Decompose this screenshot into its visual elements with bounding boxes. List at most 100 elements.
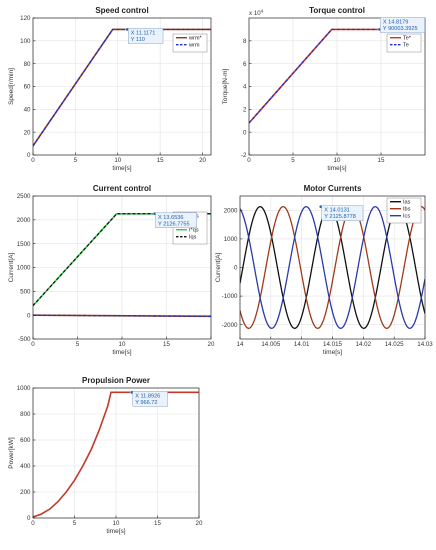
series-line-ids xyxy=(33,314,211,318)
y-tick-label: 0 xyxy=(234,265,238,272)
legend-entry: Ics xyxy=(403,214,410,220)
x-tick-label: 14 xyxy=(237,341,244,348)
y-tick-label: 40 xyxy=(24,106,31,113)
y-tick-label: 2000 xyxy=(17,217,31,224)
y-tick-label: 0 xyxy=(243,129,247,136)
series-line-wrm xyxy=(33,28,211,147)
y-tick-label: 8 xyxy=(243,38,247,45)
series-line-ics xyxy=(240,206,425,329)
y-tick-label: 2 xyxy=(243,106,247,113)
x-tick-label: 5 xyxy=(73,520,77,527)
y-tick-label: -500 xyxy=(18,336,31,343)
y-tick-label: 1000 xyxy=(17,385,31,392)
legend-box xyxy=(386,33,422,53)
x-tick-label: 15 xyxy=(378,157,385,164)
y-tick-label: 1000 xyxy=(17,265,31,272)
data-tip-y: Y 2126.7755 xyxy=(158,221,190,227)
x-axis-label: time[s] xyxy=(327,165,346,172)
legend: wrm*wrm xyxy=(172,33,208,53)
data-tip-x: X 11.8926 xyxy=(135,393,160,399)
x-axis-label: time[s] xyxy=(106,528,125,535)
x-tick-label: 20 xyxy=(208,341,215,348)
chart-3: 0 5 10 15 20-50005001000150020002500Current … xyxy=(8,184,215,356)
y-axis-exponent: x 104 xyxy=(249,9,264,18)
y-axis-label: Current[A] xyxy=(215,252,222,282)
data-tip-x: X 11.1171 xyxy=(131,30,156,36)
chart-title: Propulsion Power xyxy=(82,376,150,385)
y-tick-label: 600 xyxy=(20,437,31,444)
x-tick-label: 0 xyxy=(247,157,251,164)
data-tip-y: Y 110 xyxy=(131,37,145,43)
y-tick-label: -1000 xyxy=(222,293,238,300)
x-tick-label: 20 xyxy=(199,157,206,164)
y-axis-label: Torque[N-m] xyxy=(222,68,229,104)
x-tick-label: 5 xyxy=(76,341,80,348)
y-tick-label: 400 xyxy=(20,463,31,470)
legend-entry: Te* xyxy=(403,36,412,42)
y-tick-label: -2 xyxy=(241,152,247,159)
chart-title: Motor Currents xyxy=(304,184,362,193)
chart-1: 0 5 10 15 20 0 20 40 60 80 100 120 Speed control time… xyxy=(8,6,212,172)
x-tick-label: 0 xyxy=(31,341,35,348)
legend-box xyxy=(172,33,208,53)
y-tick-label: 100 xyxy=(20,38,31,45)
x-tick-label: 14.01 xyxy=(294,341,310,348)
y-tick-label: 4 xyxy=(243,84,247,91)
legend-entry: Ias xyxy=(403,200,411,206)
x-tick-label: 0 xyxy=(31,520,35,527)
x-tick-label: 14.005 xyxy=(261,341,280,348)
series-group xyxy=(33,28,211,147)
data-tip-x: X 14.0131 xyxy=(324,208,350,214)
y-tick-label: 1000 xyxy=(224,236,238,243)
x-tick-label: 5 xyxy=(291,157,295,164)
data-tip-box xyxy=(128,28,164,44)
series-line-ibs xyxy=(240,206,425,329)
y-axis-label: Speed[r/min] xyxy=(8,68,15,105)
chart-4: 14 14.005 14.01 14.015 14.02 14.025 14.03 -2000… xyxy=(215,184,433,356)
y-tick-label: 500 xyxy=(20,288,31,295)
data-tip-box xyxy=(155,212,197,228)
legend-entry: wrm* xyxy=(188,36,203,42)
x-tick-label: 15 xyxy=(163,341,170,348)
y-tick-label: 0 xyxy=(27,312,31,319)
y-tick-label: 800 xyxy=(20,411,31,418)
x-tick-label: 0 xyxy=(31,157,35,164)
legend-entry: wrm xyxy=(188,43,200,49)
y-tick-label: 120 xyxy=(20,15,31,22)
y-tick-label: 0 xyxy=(27,152,31,159)
y-tick-label: 0 xyxy=(27,515,31,522)
y-tick-label: 80 xyxy=(24,61,31,68)
y-tick-label: -2000 xyxy=(222,322,238,329)
y-tick-label: 2000 xyxy=(224,207,238,214)
legend-entry: I*qs xyxy=(189,228,199,234)
x-tick-label: 15 xyxy=(157,157,164,164)
x-axis-label: time[s] xyxy=(112,349,131,356)
chart-title: Torque control xyxy=(309,6,365,15)
data-tip-y: Y 2125.8778 xyxy=(324,214,356,220)
x-tick-label: 14.015 xyxy=(323,341,342,348)
x-tick-label: 20 xyxy=(196,520,203,527)
y-tick-label: 200 xyxy=(20,489,31,496)
chart-title: Current control xyxy=(93,184,151,193)
x-axis-label: time[s] xyxy=(112,165,131,172)
y-axis-label: Power[kW] xyxy=(8,437,15,469)
legend-entry: Te xyxy=(403,43,409,49)
x-tick-label: 5 xyxy=(74,157,78,164)
x-tick-label: 14.025 xyxy=(385,341,404,348)
x-axis-label: time[s] xyxy=(323,349,342,356)
x-tick-label: 10 xyxy=(119,341,126,348)
legend-entry: Iqs xyxy=(189,235,197,241)
x-tick-label: 14.02 xyxy=(356,341,372,348)
series-line-power xyxy=(33,391,199,518)
data-tip-x: X 14.8179 xyxy=(383,19,409,25)
data-tip-x: X 13.6536 xyxy=(158,215,184,221)
x-tick-label: 10 xyxy=(334,157,341,164)
y-tick-label: 2500 xyxy=(17,193,31,200)
